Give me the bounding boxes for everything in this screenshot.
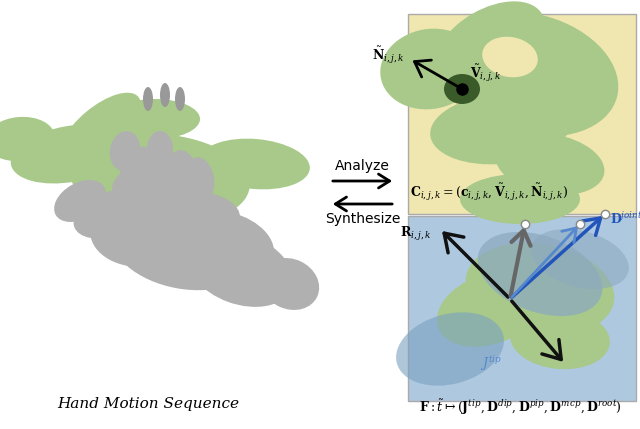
Ellipse shape [380,29,480,109]
Ellipse shape [167,150,197,198]
Ellipse shape [59,93,141,165]
Text: $J^{tip}$: $J^{tip}$ [480,354,502,373]
Text: Synthesize: Synthesize [325,212,400,226]
Ellipse shape [477,232,602,316]
Bar [408,216,636,401]
Text: $\mathbf{D}^{joint}$: $\mathbf{D}^{joint}$ [610,211,640,227]
Ellipse shape [466,243,614,335]
Ellipse shape [90,191,200,267]
Ellipse shape [482,37,538,77]
Ellipse shape [160,175,220,212]
Ellipse shape [186,157,214,201]
Ellipse shape [442,12,618,136]
Ellipse shape [160,192,240,236]
Ellipse shape [143,87,153,111]
Ellipse shape [396,312,504,386]
Ellipse shape [531,229,629,289]
Ellipse shape [510,309,610,369]
Ellipse shape [74,190,147,239]
Text: $\tilde{\mathbf{N}}_{i,j,k}$: $\tilde{\mathbf{N}}_{i,j,k}$ [372,44,405,66]
Ellipse shape [119,147,157,202]
Ellipse shape [495,133,604,195]
Ellipse shape [200,139,310,189]
Ellipse shape [11,124,129,184]
Ellipse shape [111,198,259,290]
Text: Analyze: Analyze [335,159,390,173]
Text: Hand Motion Sequence: Hand Motion Sequence [57,397,239,411]
Ellipse shape [160,83,170,107]
Ellipse shape [437,271,543,347]
Ellipse shape [261,258,319,310]
Ellipse shape [460,174,580,224]
Ellipse shape [110,99,200,139]
Text: $\mathbf{C}_{i,j,k} = (\mathbf{c}_{i,j,k}, \tilde{\mathbf{V}}_{i,j,k}, \tilde{\m: $\mathbf{C}_{i,j,k} = (\mathbf{c}_{i,j,k… [410,181,568,202]
Text: $\mathbf{F}: \tilde{t} \mapsto (\mathbf{J}^{tip}, \mathbf{D}^{dip}, \mathbf{D}^{: $\mathbf{F}: \tilde{t} \mapsto (\mathbf{… [419,398,621,417]
Text: $\mathbf{R}_{i,j,k}$: $\mathbf{R}_{i,j,k}$ [400,225,432,243]
Ellipse shape [147,131,173,167]
Text: $\tilde{\mathbf{V}}_{i,j,k}$: $\tilde{\mathbf{V}}_{i,j,k}$ [470,63,501,84]
Ellipse shape [435,1,545,87]
Ellipse shape [146,145,178,197]
Ellipse shape [187,231,293,307]
Ellipse shape [70,133,250,224]
Ellipse shape [112,161,212,217]
Ellipse shape [430,94,570,164]
Ellipse shape [444,74,480,104]
Ellipse shape [110,131,140,171]
Ellipse shape [175,87,185,111]
Ellipse shape [176,211,274,278]
Ellipse shape [54,180,106,222]
Bar [408,14,636,214]
Ellipse shape [97,177,164,221]
Ellipse shape [0,117,55,161]
